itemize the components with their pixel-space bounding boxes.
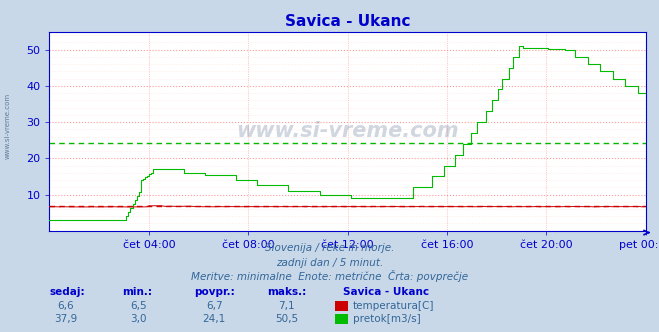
Text: www.si-vreme.com: www.si-vreme.com	[237, 121, 459, 141]
Text: 6,5: 6,5	[130, 301, 147, 311]
Text: 7,1: 7,1	[278, 301, 295, 311]
Text: Slovenija / reke in morje.: Slovenija / reke in morje.	[265, 243, 394, 253]
Text: Savica - Ukanc: Savica - Ukanc	[343, 288, 429, 297]
Text: zadnji dan / 5 minut.: zadnji dan / 5 minut.	[276, 258, 383, 268]
Text: 6,7: 6,7	[206, 301, 223, 311]
Text: maks.:: maks.:	[267, 288, 306, 297]
Text: www.si-vreme.com: www.si-vreme.com	[5, 93, 11, 159]
Text: temperatura[C]: temperatura[C]	[353, 301, 434, 311]
Text: 50,5: 50,5	[275, 314, 299, 324]
Text: 3,0: 3,0	[130, 314, 147, 324]
Text: povpr.:: povpr.:	[194, 288, 235, 297]
Text: 37,9: 37,9	[54, 314, 78, 324]
Text: 24,1: 24,1	[202, 314, 226, 324]
Text: min.:: min.:	[122, 288, 152, 297]
Text: pretok[m3/s]: pretok[m3/s]	[353, 314, 420, 324]
Text: sedaj:: sedaj:	[49, 288, 85, 297]
Title: Savica - Ukanc: Savica - Ukanc	[285, 14, 411, 29]
Text: 6,6: 6,6	[57, 301, 74, 311]
Text: Meritve: minimalne  Enote: metrične  Črta: povprečje: Meritve: minimalne Enote: metrične Črta:…	[191, 270, 468, 282]
